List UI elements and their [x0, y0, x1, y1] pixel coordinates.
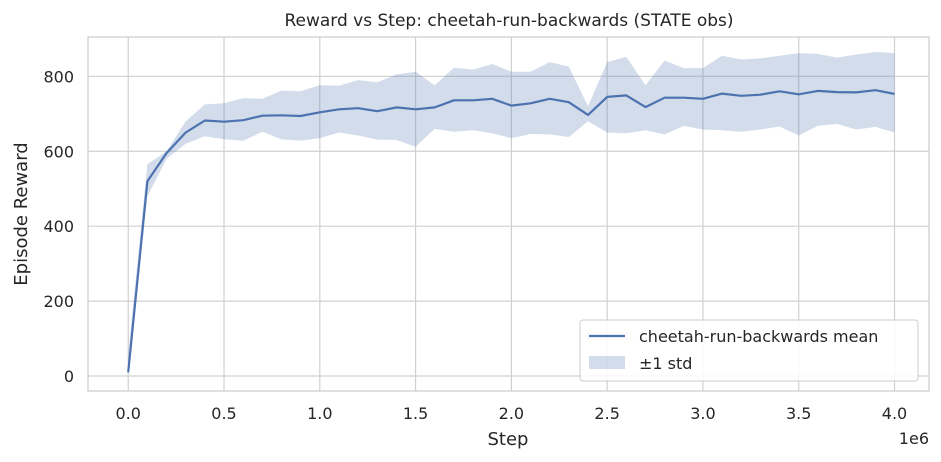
- legend-band-swatch: [589, 356, 625, 369]
- x-offset-label: 1e6: [899, 429, 929, 448]
- y-tick-label: 800: [43, 67, 74, 86]
- x-tick-label: 2.0: [499, 404, 524, 423]
- y-axis-label: Episode Reward: [11, 142, 32, 285]
- plot-frame: [87, 36, 930, 392]
- x-tick-label: 0.5: [211, 404, 236, 423]
- mean-line: [127, 89, 895, 373]
- chart-title: Reward vs Step: cheetah-run-backwards (S…: [284, 11, 733, 31]
- x-tick-label: 4.0: [882, 404, 907, 423]
- legend-box: [579, 319, 919, 382]
- std-band-layer: [128, 52, 895, 375]
- x-tick-label: 3.5: [786, 404, 811, 423]
- x-tick-label: 1.0: [307, 404, 332, 423]
- x-axis-label: Step: [488, 429, 529, 450]
- x-tick-label: 0.0: [116, 404, 141, 423]
- y-tick-label: 600: [43, 142, 74, 161]
- legend-label-mean: cheetah-run-backwards mean: [639, 327, 878, 346]
- tick-labels: 0.0 0.5 1.0 1.5 2.0 2.5 3.0 3.5 4.0 0 200 400 600 800: [43, 67, 907, 423]
- x-tick-label: 1.5: [403, 404, 428, 423]
- y-tick-label: 200: [43, 292, 74, 311]
- y-tick-label: 0: [64, 367, 74, 386]
- y-tick-label: 400: [43, 217, 74, 236]
- mean-line-layer: [127, 89, 895, 373]
- x-tick-label: 3.0: [690, 404, 715, 423]
- legend: cheetah-run-backwards mean ±1 std: [579, 319, 919, 382]
- x-tick-label: 2.5: [594, 404, 619, 423]
- legend-label-std: ±1 std: [639, 354, 692, 373]
- std-band: [128, 52, 895, 375]
